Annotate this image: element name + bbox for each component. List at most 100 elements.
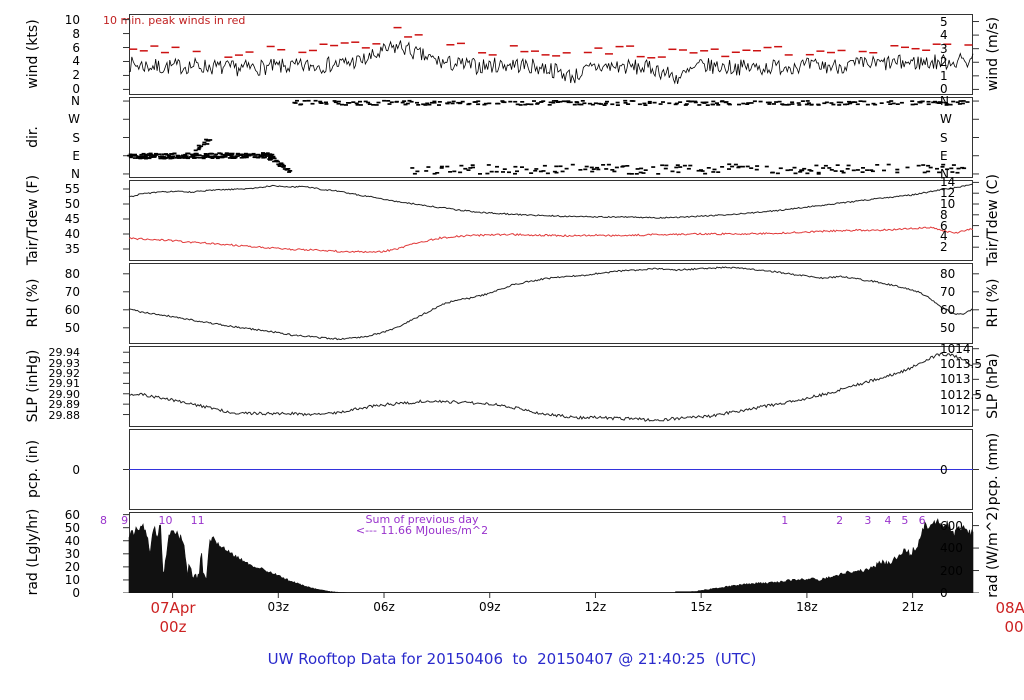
dir-dir-east-band-point xyxy=(220,153,225,156)
rh-left-tick-label: 60 xyxy=(64,302,80,317)
dir-dir-north-top-band-point xyxy=(862,100,867,103)
dir-dir-north-top-band-point xyxy=(324,103,329,105)
dir-dir-north-top-band-point xyxy=(642,102,647,105)
dir-dir-east-band-point xyxy=(205,154,210,156)
rad-right-tick-label: 0 xyxy=(940,586,948,600)
dir-dir-north-bottom-band-point xyxy=(660,164,665,167)
temp-right-tick-label: 14 xyxy=(940,175,956,190)
dir-dir-east-band-point xyxy=(216,156,221,159)
rh-left-tick-label: 50 xyxy=(64,320,80,335)
dir-dir-north-top-band-point xyxy=(354,102,359,105)
dir-dir-north-top-band-point xyxy=(319,102,324,104)
dir-dir-north-top-band-point xyxy=(554,100,559,102)
dir-dir-north-bottom-band-point xyxy=(686,167,691,170)
figure-title: UW Rooftop Data for 20150406 to 20150407… xyxy=(267,650,757,668)
dir-dir-north-bottom-band-point xyxy=(895,168,900,171)
dir-dir-east-band-point xyxy=(263,153,268,155)
dir-dir-north-bottom-band-point xyxy=(905,166,910,169)
dir-dir-north-bottom-band-point xyxy=(502,168,507,170)
dir-right-tick-label: N xyxy=(940,166,949,181)
dir-dir-north-bottom-band-point xyxy=(861,167,865,169)
dir-dir-north-bottom-band-point xyxy=(534,168,539,170)
slp-left-tick-label: 29.91 xyxy=(48,377,81,391)
dir-dir-north-bottom-band-point xyxy=(468,167,473,169)
dir-dir-north-top-band-point xyxy=(332,100,337,102)
temp-left-tick-label: 45 xyxy=(64,212,80,226)
dir-dir-north-top-band-point xyxy=(593,102,598,105)
dir-dir-transition-point xyxy=(280,163,285,166)
dir-dir-north-top-band-point xyxy=(693,100,698,103)
dir-dir-north-bottom-band-point xyxy=(916,164,921,167)
dir-dir-east-band-point xyxy=(260,153,265,155)
panel-rh xyxy=(123,263,979,344)
dir-dir-north-bottom-band-point xyxy=(635,168,640,170)
dir-left-tick-label: E xyxy=(72,148,80,163)
dir-dir-east-band-point xyxy=(149,156,153,158)
dir-dir-north-top-band-point xyxy=(865,103,870,106)
dir-dir-north-top-band-point xyxy=(939,101,944,104)
dir-dir-north-bottom-band-point xyxy=(926,164,931,167)
dir-left-tick-label: N xyxy=(71,166,80,181)
dir-dir-north-top-band-point xyxy=(374,104,379,106)
dir-dir-transition-point xyxy=(275,160,280,163)
dir-dir-east-band-point xyxy=(193,156,198,159)
time-tick-21z: 21z xyxy=(901,600,924,614)
dir-dir-north-bottom-band-point xyxy=(564,167,569,170)
dir-dir-north-top-band-point xyxy=(790,103,795,105)
dir-dir-south-excursion-point xyxy=(197,146,202,149)
dir-dir-north-bottom-band-point xyxy=(629,173,634,175)
dir-dir-north-top-band-point xyxy=(873,103,878,106)
dir-dir-north-top-band-point xyxy=(777,100,782,103)
dir-dir-transition-point xyxy=(271,156,276,159)
dir-dir-north-top-band-point xyxy=(719,100,724,103)
dir-dir-east-band-point xyxy=(203,153,208,155)
wind-right-tick-label: 1 xyxy=(940,68,948,83)
dir-dir-east-band-point xyxy=(201,155,206,157)
dir-dir-east-band-point xyxy=(186,152,191,155)
dir-dir-south-excursion-point xyxy=(199,145,204,148)
dir-dir-north-bottom-band-point xyxy=(643,169,648,171)
rad-right-tick-label: 400 xyxy=(940,541,963,556)
dir-dir-north-top-band-point xyxy=(800,100,805,102)
dir-dir-north-bottom-band-point xyxy=(664,164,669,167)
dir-dir-north-top-band-point xyxy=(555,101,560,103)
dir-dir-north-bottom-band-point xyxy=(733,163,738,166)
dir-dir-east-band-point xyxy=(262,156,267,159)
dir-dir-north-top-band-point xyxy=(432,101,437,104)
dir-dir-north-bottom-band-point xyxy=(410,167,415,169)
dir-dir-north-top-band-point xyxy=(318,100,323,103)
dir-dir-north-top-band-point xyxy=(858,100,863,102)
dir-dir-north-bottom-band-point xyxy=(485,172,490,175)
dir-dir-north-top-band-point xyxy=(652,101,657,104)
dir-dir-north-top-band-point xyxy=(447,101,452,104)
dir-dir-north-top-band-point xyxy=(580,100,585,102)
dir-dir-north-top-band-point xyxy=(693,101,698,104)
dir-dir-south-excursion-point xyxy=(202,141,207,144)
dir-dir-north-top-band-point xyxy=(355,104,360,106)
dir-dir-north-bottom-band-point xyxy=(538,170,543,173)
dir-dir-north-top-band-point xyxy=(548,101,553,104)
dir-dir-north-top-band-point xyxy=(926,100,931,103)
dir-dir-north-bottom-band-point xyxy=(945,168,950,171)
rad-right-tick-label: 600 xyxy=(940,518,963,533)
dir-dir-north-bottom-band-point xyxy=(875,164,880,166)
dir-dir-north-top-band-point xyxy=(790,101,795,104)
dir-dir-north-bottom-band-point xyxy=(950,171,955,173)
dir-dir-north-bottom-band-point xyxy=(601,164,606,166)
dir-dir-transition-point xyxy=(277,165,282,167)
dir-dir-north-top-band-point xyxy=(450,102,455,105)
dir-dir-east-band-point xyxy=(265,152,270,154)
dir-dir-north-top-band-point xyxy=(532,100,536,102)
dir-dir-north-bottom-band-point xyxy=(839,170,844,172)
dir-dir-north-bottom-band-point xyxy=(956,167,961,170)
dir-dir-north-bottom-band-point xyxy=(463,167,468,170)
dir-dir-north-top-band-point xyxy=(839,101,844,104)
dir-dir-east-band-point xyxy=(209,152,214,155)
dir-dir-north-top-band-point xyxy=(836,101,841,104)
dir-dir-east-band-point xyxy=(147,154,152,157)
dir-dir-north-bottom-band-point xyxy=(466,169,471,171)
dir-dir-north-top-band-point xyxy=(502,101,507,104)
dir-dir-north-bottom-band-point xyxy=(678,166,683,168)
dir-dir-north-top-band-point xyxy=(758,100,763,103)
